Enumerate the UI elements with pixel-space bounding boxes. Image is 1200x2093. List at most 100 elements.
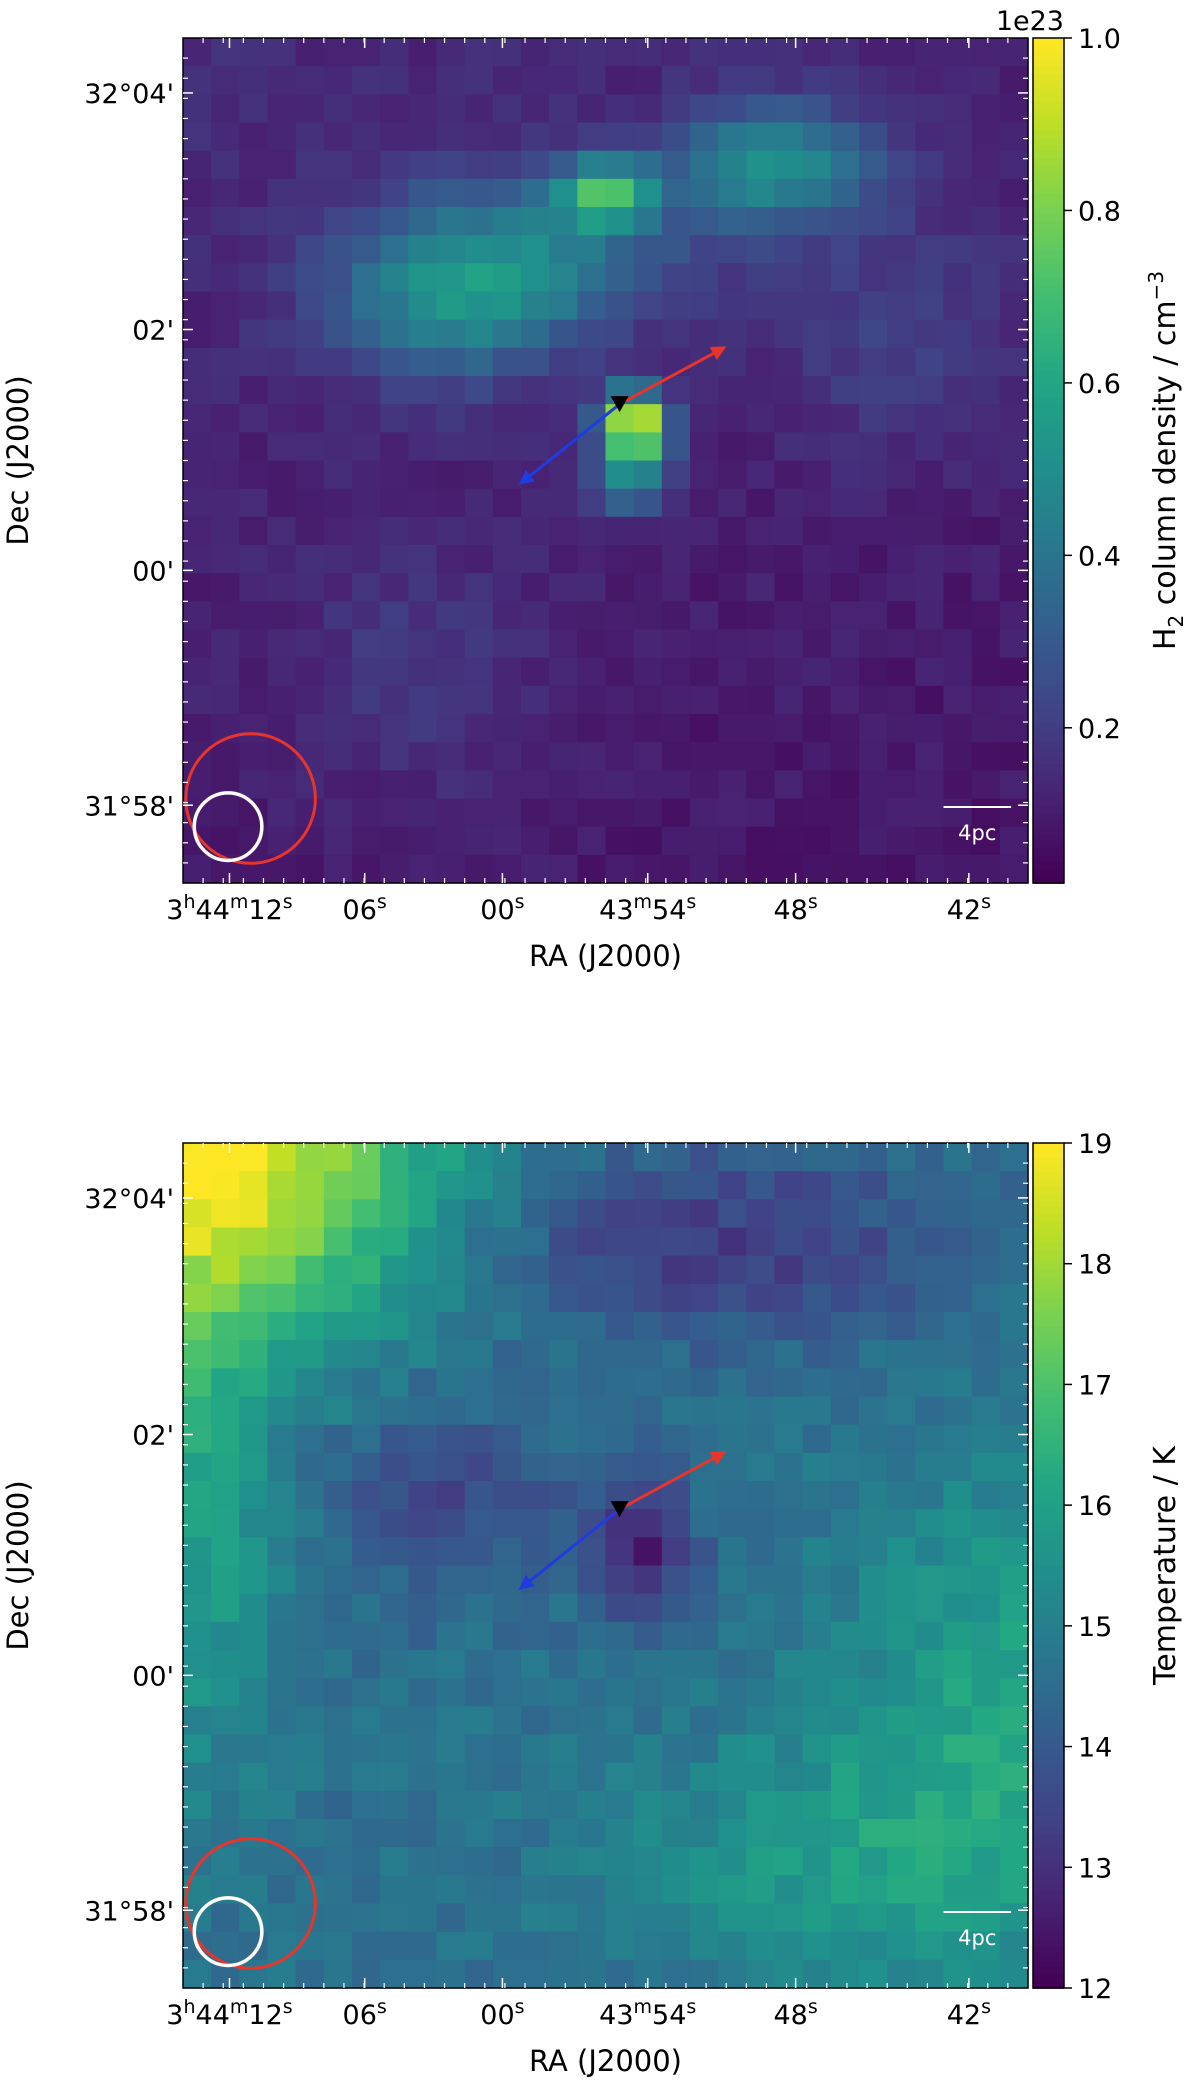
- colorbar-swatch: [1033, 1171, 1064, 1180]
- heatmap-cell: [464, 1368, 494, 1398]
- heatmap-cell: [887, 1678, 916, 1707]
- heatmap-cell: [549, 714, 578, 743]
- heatmap-cell: [690, 1171, 719, 1200]
- colorbar-swatch: [1033, 1692, 1064, 1701]
- heatmap-cell: [605, 150, 635, 180]
- heatmap-cell: [718, 1931, 747, 1961]
- heatmap-cell: [492, 1650, 522, 1679]
- colorbar-swatch: [1033, 1861, 1064, 1870]
- heatmap-cell: [971, 1650, 1001, 1679]
- heatmap-cell: [605, 1790, 635, 1820]
- heatmap-cell: [690, 1959, 719, 1989]
- colorbar-swatch: [1033, 263, 1064, 272]
- heatmap-cell: [605, 1819, 635, 1848]
- heatmap-cell: [802, 601, 832, 631]
- heatmap-cell: [802, 1255, 832, 1285]
- heatmap-cell: [408, 1706, 438, 1736]
- heatmap-cell: [746, 1847, 776, 1876]
- heatmap-cell: [887, 1424, 916, 1454]
- heatmap-cell: [887, 1593, 916, 1623]
- heatmap-cell: [239, 1199, 269, 1229]
- heatmap-cell: [830, 1199, 860, 1229]
- heatmap-cell: [605, 122, 635, 152]
- heatmap-cell: [239, 742, 269, 771]
- heatmap-cell: [323, 1340, 353, 1369]
- heatmap-cell: [661, 1847, 691, 1876]
- heatmap-cell: [464, 66, 494, 95]
- heatmap-cell: [352, 629, 381, 659]
- heatmap-cell: [859, 1537, 888, 1567]
- heatmap-cell: [408, 122, 438, 152]
- heatmap-cell: [267, 432, 297, 462]
- heatmap-cell: [352, 404, 381, 433]
- heatmap-cell: [605, 1255, 635, 1285]
- colorbar-swatch: [1033, 1931, 1064, 1940]
- heatmap-cell: [239, 1452, 269, 1482]
- heatmap-cell: [295, 1199, 325, 1229]
- heatmap-cell: [633, 1678, 663, 1707]
- heatmap-cell: [887, 714, 916, 743]
- colorbar-swatch: [1033, 1854, 1064, 1863]
- heatmap-cell: [492, 1621, 522, 1651]
- heatmap-cell: [577, 1143, 607, 1172]
- heatmap-cell: [830, 798, 860, 828]
- heatmap-cell: [718, 714, 747, 743]
- heatmap-cell: [295, 1481, 325, 1510]
- heatmap-cell: [183, 122, 212, 152]
- heatmap-cell: [774, 826, 804, 856]
- heatmap-cell: [380, 1931, 409, 1961]
- heatmap-cell: [464, 1199, 494, 1229]
- heatmap-cell: [633, 657, 663, 687]
- heatmap-cell: [492, 291, 522, 321]
- heatmap-cell: [267, 1593, 297, 1623]
- heatmap-cell: [323, 347, 353, 377]
- heatmap-cell: [718, 826, 747, 856]
- heatmap-cell: [323, 854, 353, 884]
- heatmap-cell: [830, 1255, 860, 1285]
- heatmap-cell: [605, 1368, 635, 1398]
- heatmap-cell: [408, 1481, 438, 1510]
- heatmap-cell: [971, 1959, 1001, 1989]
- heatmap-cell: [577, 178, 607, 208]
- heatmap-cell: [295, 1959, 325, 1989]
- heatmap-cell: [323, 66, 353, 95]
- heatmap-cell: [887, 1903, 916, 1933]
- heatmap-cell: [492, 66, 522, 95]
- heatmap-cell: [999, 742, 1029, 771]
- heatmap-cell: [267, 798, 297, 828]
- colorbar-swatch: [1033, 1488, 1064, 1496]
- heatmap-cell: [633, 1171, 663, 1200]
- heatmap-cell: [408, 854, 438, 884]
- heatmap-cell: [718, 347, 747, 377]
- heatmap-cell: [971, 1903, 1001, 1933]
- heatmap-cell: [380, 601, 409, 631]
- heatmap-cell: [887, 1452, 916, 1482]
- heatmap-cell: [521, 1424, 550, 1454]
- heatmap-cell: [352, 1452, 381, 1482]
- heatmap-cell: [718, 38, 747, 67]
- heatmap-cell: [887, 601, 916, 631]
- x-tick-label: 43m54s: [599, 1996, 696, 2031]
- heatmap-cell: [943, 1565, 973, 1595]
- heatmap-cell: [661, 798, 691, 828]
- heatmap-cell: [915, 1509, 945, 1538]
- heatmap-cell: [633, 1621, 663, 1651]
- heatmap-cell: [915, 178, 945, 208]
- heatmap-cell: [746, 1227, 776, 1257]
- heatmap-cell: [718, 601, 747, 631]
- heatmap-cell: [859, 376, 888, 405]
- colorbar-swatch: [1033, 38, 1064, 46]
- heatmap-cell: [183, 545, 212, 574]
- heatmap-cell: [943, 1650, 973, 1679]
- heatmap-cell: [746, 1790, 776, 1820]
- heatmap-cell: [774, 1368, 804, 1398]
- heatmap-cell: [464, 685, 494, 715]
- heatmap-cell: [605, 629, 635, 659]
- heatmap-cell: [633, 826, 663, 856]
- heatmap-cell: [267, 207, 297, 236]
- heatmap-cell: [859, 545, 888, 574]
- colorbar-swatch: [1033, 333, 1064, 342]
- heatmap-cell: [859, 1762, 888, 1792]
